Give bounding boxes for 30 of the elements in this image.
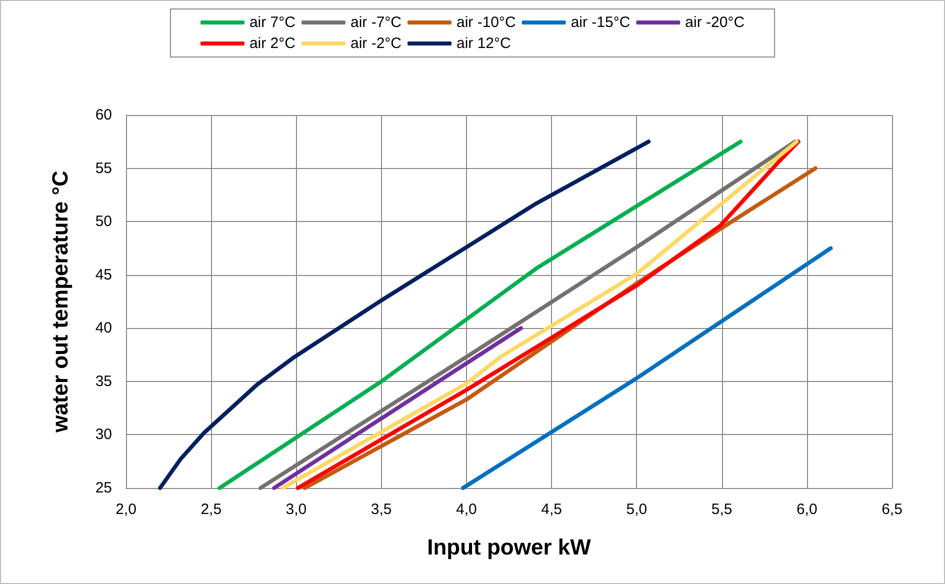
x-tick-label: 3,5	[370, 501, 392, 518]
x-tick-label: 6,5	[882, 501, 902, 518]
y-tick-label: 45	[95, 266, 112, 284]
legend-label: air -10°C	[456, 14, 516, 31]
y-tick-label: 35	[95, 372, 112, 390]
x-tick-label: 6,0	[796, 501, 818, 518]
x-tick-label: 2,0	[116, 501, 136, 518]
y-tick-label: 25	[95, 480, 112, 496]
y-tick-label: 50	[95, 213, 112, 230]
x-tick-label: 4,0	[456, 501, 477, 518]
line-series	[218, 140, 742, 490]
legend-label: air 2°C	[249, 35, 296, 52]
y-axis-title: water out temperature °C	[48, 170, 72, 434]
legend-label: air 12°C	[456, 35, 512, 52]
x-tick-label: 4,5	[541, 501, 562, 518]
line-series	[158, 140, 651, 490]
legend-label: air -20°C	[685, 14, 745, 31]
legend-label: air -2°C	[350, 35, 402, 52]
y-tick-label: 30	[95, 426, 112, 444]
x-tick-label: 3,0	[286, 501, 307, 518]
y-tick-label: 40	[95, 320, 112, 337]
x-tick-label: 5,5	[711, 501, 732, 518]
x-tick-label: 5,0	[626, 501, 648, 518]
legend-label: air -15°C	[570, 14, 630, 31]
y-tick-label: 55	[95, 160, 112, 177]
y-tick-label: 60	[95, 106, 112, 124]
legend-label: air 7°C	[249, 14, 296, 31]
x-tick-label: 2,5	[200, 501, 222, 518]
legend-label: air -7°C	[350, 14, 402, 31]
x-axis-title: Input power kW	[427, 534, 592, 560]
